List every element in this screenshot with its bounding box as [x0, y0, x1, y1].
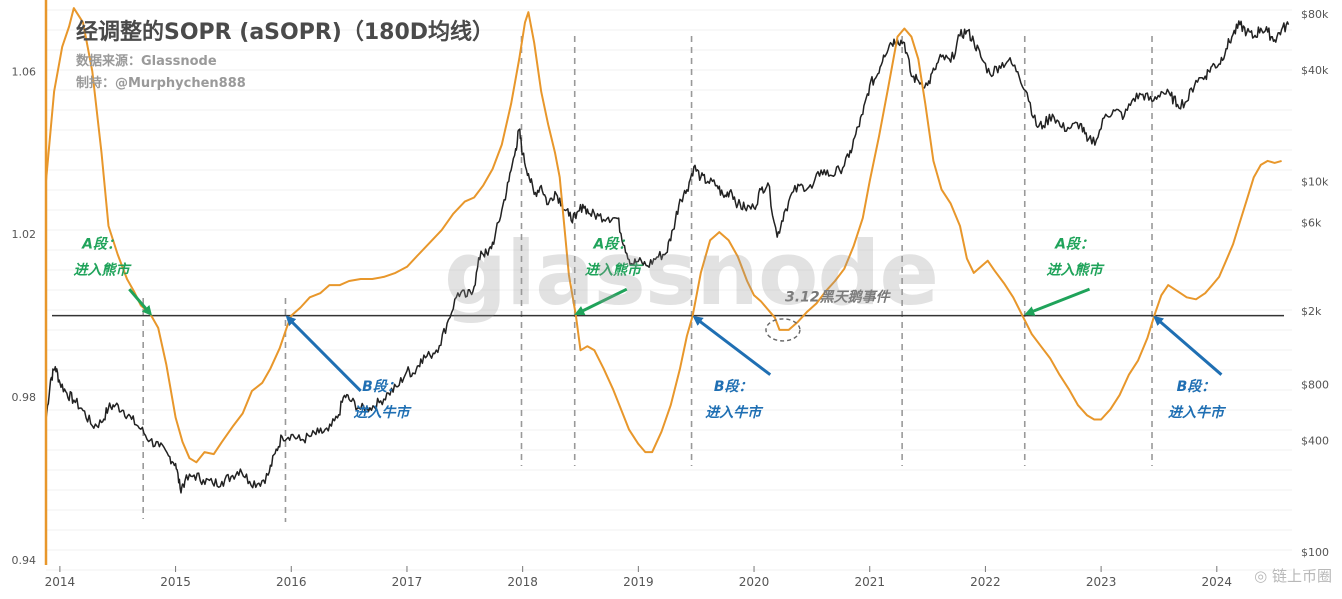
- y-right-tick: $400: [1301, 434, 1329, 447]
- y-left-tick: 0.94: [12, 554, 37, 567]
- x-tick-label: 2019: [623, 575, 654, 589]
- y-left-tick: 1.06: [12, 65, 37, 78]
- glassnode-watermark: glassnode: [444, 222, 939, 325]
- chart-title: 经调整的SOPR (aSOPR)（180D均线）: [76, 20, 495, 45]
- y-right-tick: $100: [1301, 546, 1329, 559]
- annotation-line: B段：: [1177, 378, 1216, 395]
- y-right-tick: $40k: [1301, 64, 1329, 77]
- annotation-a3: A段： 进入熊市: [1046, 235, 1105, 278]
- annotation-line: B段：: [362, 378, 401, 395]
- x-tick-label: 2024: [1202, 575, 1233, 589]
- x-tick-label: 2018: [507, 575, 538, 589]
- data-source-line: 数据来源：Glassnode: [76, 54, 217, 69]
- x-tick-label: 2023: [1086, 575, 1117, 589]
- x-tick-label: 2016: [276, 575, 307, 589]
- bull-arrow: [692, 315, 772, 376]
- bull-arrow: [1153, 315, 1223, 376]
- annotation-line: A段：: [1054, 235, 1094, 252]
- bull-arrow: [285, 315, 362, 393]
- annotation-b3: B段： 进入牛市: [1168, 378, 1227, 421]
- annotation-line: 进入牛市: [354, 404, 413, 421]
- y-right-tick: $10k: [1301, 175, 1329, 188]
- bear-arrow: [574, 287, 628, 316]
- annotation-line: B段：: [714, 378, 753, 395]
- y-right-tick: $6k: [1301, 216, 1322, 229]
- annotation-line: 进入熊市: [585, 261, 644, 278]
- author-line: 制持：@Murphychen888: [76, 76, 246, 91]
- annotation-event: 3.12黑天鹅事件: [785, 288, 892, 305]
- x-tick-label: 2020: [739, 575, 770, 589]
- black-swan-marker: [765, 318, 801, 342]
- x-tick-label: 2022: [970, 575, 1001, 589]
- annotation-line: A段：: [81, 235, 121, 252]
- annotation-a1: A段： 进入熊市: [74, 235, 133, 278]
- x-tick-label: 2017: [392, 575, 423, 589]
- annotation-line: 进入熊市: [1046, 261, 1105, 278]
- x-tick-label: 2021: [854, 575, 885, 589]
- x-tick-label: 2015: [160, 575, 191, 589]
- annotation-b2: B段： 进入牛市: [705, 378, 764, 421]
- asopr-line: [45, 7, 1282, 464]
- bear-arrow: [1024, 287, 1091, 316]
- annotation-line: 进入牛市: [1168, 404, 1227, 421]
- btc-price-line: [45, 20, 1290, 494]
- annotation-a2: A段： 进入熊市: [585, 235, 644, 278]
- annotation-line: 进入牛市: [705, 404, 764, 421]
- annotation-line: 3.12黑天鹅事件: [785, 288, 892, 305]
- x-tick-label: 2014: [45, 575, 76, 589]
- annotation-line: 进入熊市: [74, 261, 133, 278]
- y-left-tick: 0.98: [12, 391, 37, 404]
- y-left-tick: 1.02: [12, 228, 37, 241]
- y-right-tick: $800: [1301, 379, 1329, 392]
- annotation-line: A段：: [592, 235, 632, 252]
- source-watermark: ◎ 链上币圈: [1254, 567, 1332, 585]
- y-right-tick: $80k: [1301, 8, 1329, 21]
- annotation-b1: B段： 进入牛市: [354, 378, 413, 421]
- bear-arrow: [128, 288, 153, 316]
- y-right-tick: $2k: [1301, 305, 1322, 318]
